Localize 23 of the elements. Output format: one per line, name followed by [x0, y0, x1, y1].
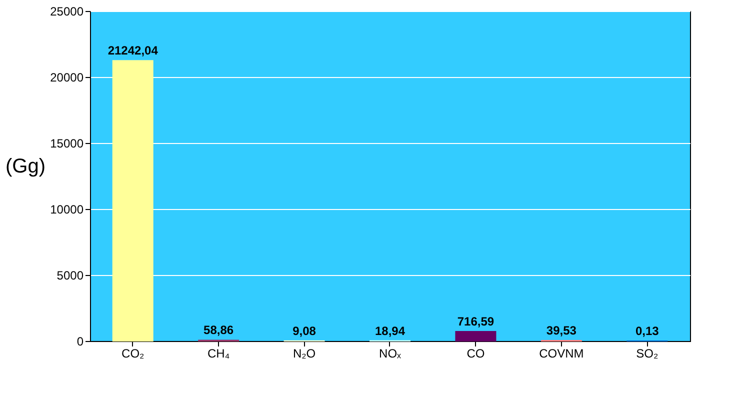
data-label: 9,08: [292, 324, 316, 338]
data-label: 21242,04: [108, 44, 158, 58]
bar: [455, 331, 496, 342]
y-tick-label: 0: [76, 334, 84, 348]
y-tick-label: 10000: [50, 202, 84, 216]
y-axis-title: (Gg): [6, 156, 46, 178]
x-tick-label: SO₂: [636, 346, 658, 360]
x-tick-label: COVNM: [539, 346, 584, 360]
x-tick-label: CO₂: [122, 346, 145, 360]
y-tick-label: 5000: [56, 268, 84, 282]
bar: [112, 60, 154, 342]
data-label: 0,13: [635, 324, 660, 338]
x-tick-label: NOₓ: [379, 346, 402, 360]
y-tick-label: 25000: [50, 4, 84, 18]
data-label: 716,59: [457, 314, 494, 329]
y-tick-label: 15000: [50, 136, 84, 150]
x-tick-label: CO: [466, 346, 485, 360]
x-tick-label: N₂O: [292, 346, 316, 360]
data-label: 58,86: [204, 323, 234, 338]
x-tick-label: CH₄: [207, 346, 230, 360]
y-tick-label: 20000: [50, 70, 84, 84]
data-label: 39,53: [546, 323, 577, 338]
data-label: 18,94: [374, 324, 406, 338]
